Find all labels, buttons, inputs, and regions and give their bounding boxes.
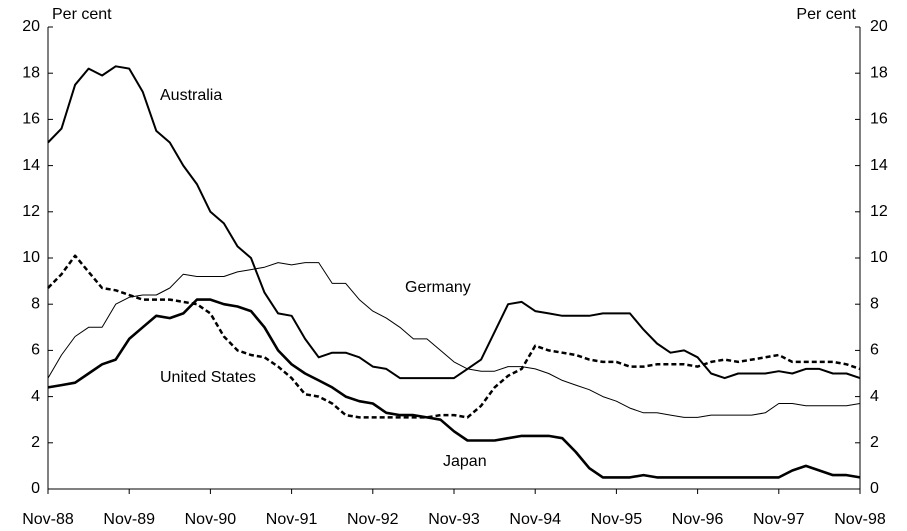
series-label: Germany <box>405 279 471 296</box>
y-tick-label: 14 <box>22 157 40 174</box>
series-line <box>47 65 861 380</box>
x-tick-label: Nov-90 <box>185 511 237 528</box>
x-tick-label: Nov-96 <box>672 511 724 528</box>
x-tick-label: Nov-91 <box>266 511 318 528</box>
y-tick-label: 16 <box>22 111 40 128</box>
series-label: Australia <box>160 87 222 104</box>
series-label: United States <box>160 369 256 386</box>
y-tick-label: 20 <box>22 18 40 35</box>
y-axis-label: Per cent <box>52 6 112 23</box>
x-tick-label: Nov-93 <box>428 511 480 528</box>
y2-tick-label: 2 <box>870 434 879 451</box>
y2-tick-label: 6 <box>870 342 879 359</box>
x-tick-label: Nov-98 <box>834 511 886 528</box>
y-tick-label: 6 <box>31 342 40 359</box>
series-label: Japan <box>443 453 487 470</box>
y2-tick-label: 10 <box>870 249 888 266</box>
x-tick-label: Nov-92 <box>347 511 399 528</box>
y2-tick-label: 4 <box>870 388 879 405</box>
y2-tick-label: 0 <box>870 480 879 497</box>
y-tick-label: 10 <box>22 249 40 266</box>
x-tick-label: Nov-94 <box>509 511 561 528</box>
x-tick-label: Nov-88 <box>22 511 74 528</box>
series-line <box>47 262 861 418</box>
y-tick-label: 18 <box>22 64 40 81</box>
y-tick-label: 0 <box>31 480 40 497</box>
x-tick-label: Nov-97 <box>753 511 805 528</box>
x-tick-label: Nov-89 <box>103 511 155 528</box>
series-line <box>47 254 861 419</box>
y2-axis-label: Per cent <box>796 6 856 23</box>
y2-tick-label: 18 <box>870 64 888 81</box>
series-line <box>47 298 861 479</box>
y2-tick-label: 8 <box>870 295 879 312</box>
x-tick-label: Nov-95 <box>591 511 643 528</box>
y-tick-label: 2 <box>31 434 40 451</box>
y2-tick-label: 20 <box>870 18 888 35</box>
y-tick-label: 4 <box>31 388 40 405</box>
y-tick-label: 12 <box>22 203 40 220</box>
y2-tick-label: 12 <box>870 203 888 220</box>
y2-tick-label: 16 <box>870 111 888 128</box>
y2-tick-label: 14 <box>870 157 888 174</box>
y-tick-label: 8 <box>31 295 40 312</box>
